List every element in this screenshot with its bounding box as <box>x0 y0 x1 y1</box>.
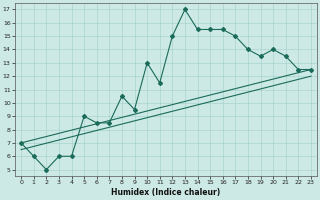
X-axis label: Humidex (Indice chaleur): Humidex (Indice chaleur) <box>111 188 221 197</box>
